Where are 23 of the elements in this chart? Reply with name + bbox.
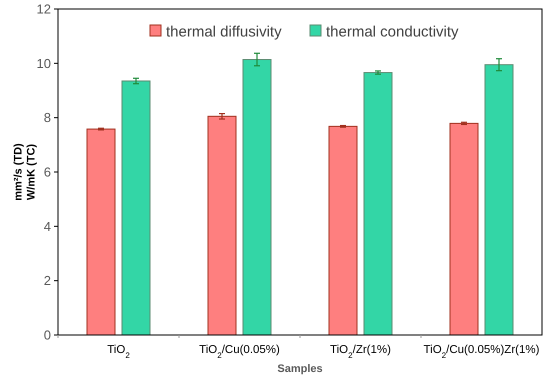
y-axis-title: mm²/s (TD) W/mK (TC) [12, 142, 38, 201]
bar [122, 80, 150, 336]
bar [242, 59, 272, 336]
x-tick-label: TiO$_{2}$ [107, 344, 130, 360]
y-tick-label: 12 [36, 2, 51, 17]
y-tick-label: 6 [44, 164, 51, 180]
x-axis-title: Samples [277, 363, 323, 375]
x-tick-label: TiO$_{2}$/Cu(0.05%)Zr(1%) [424, 344, 540, 360]
legend-label: thermal diffusivity [166, 23, 282, 40]
x-tick-label: TiO$_{2}$/Zr(1%) [330, 344, 392, 360]
bar [364, 72, 392, 336]
y-tick-label: 0 [44, 328, 51, 343]
bar [208, 116, 236, 336]
y-tick-label: 8 [44, 110, 51, 126]
y-tick-label: 2 [44, 273, 51, 288]
bar [450, 122, 478, 336]
bar [86, 128, 116, 336]
x-tick-label: TiO$_{2}$/Cu(0.05%) [199, 344, 280, 360]
y-tick-label: 4 [44, 218, 51, 234]
y-tick-label: 10 [36, 56, 51, 71]
bar [328, 126, 358, 336]
bar [484, 64, 514, 336]
legend-label: thermal conductivity [326, 23, 460, 40]
